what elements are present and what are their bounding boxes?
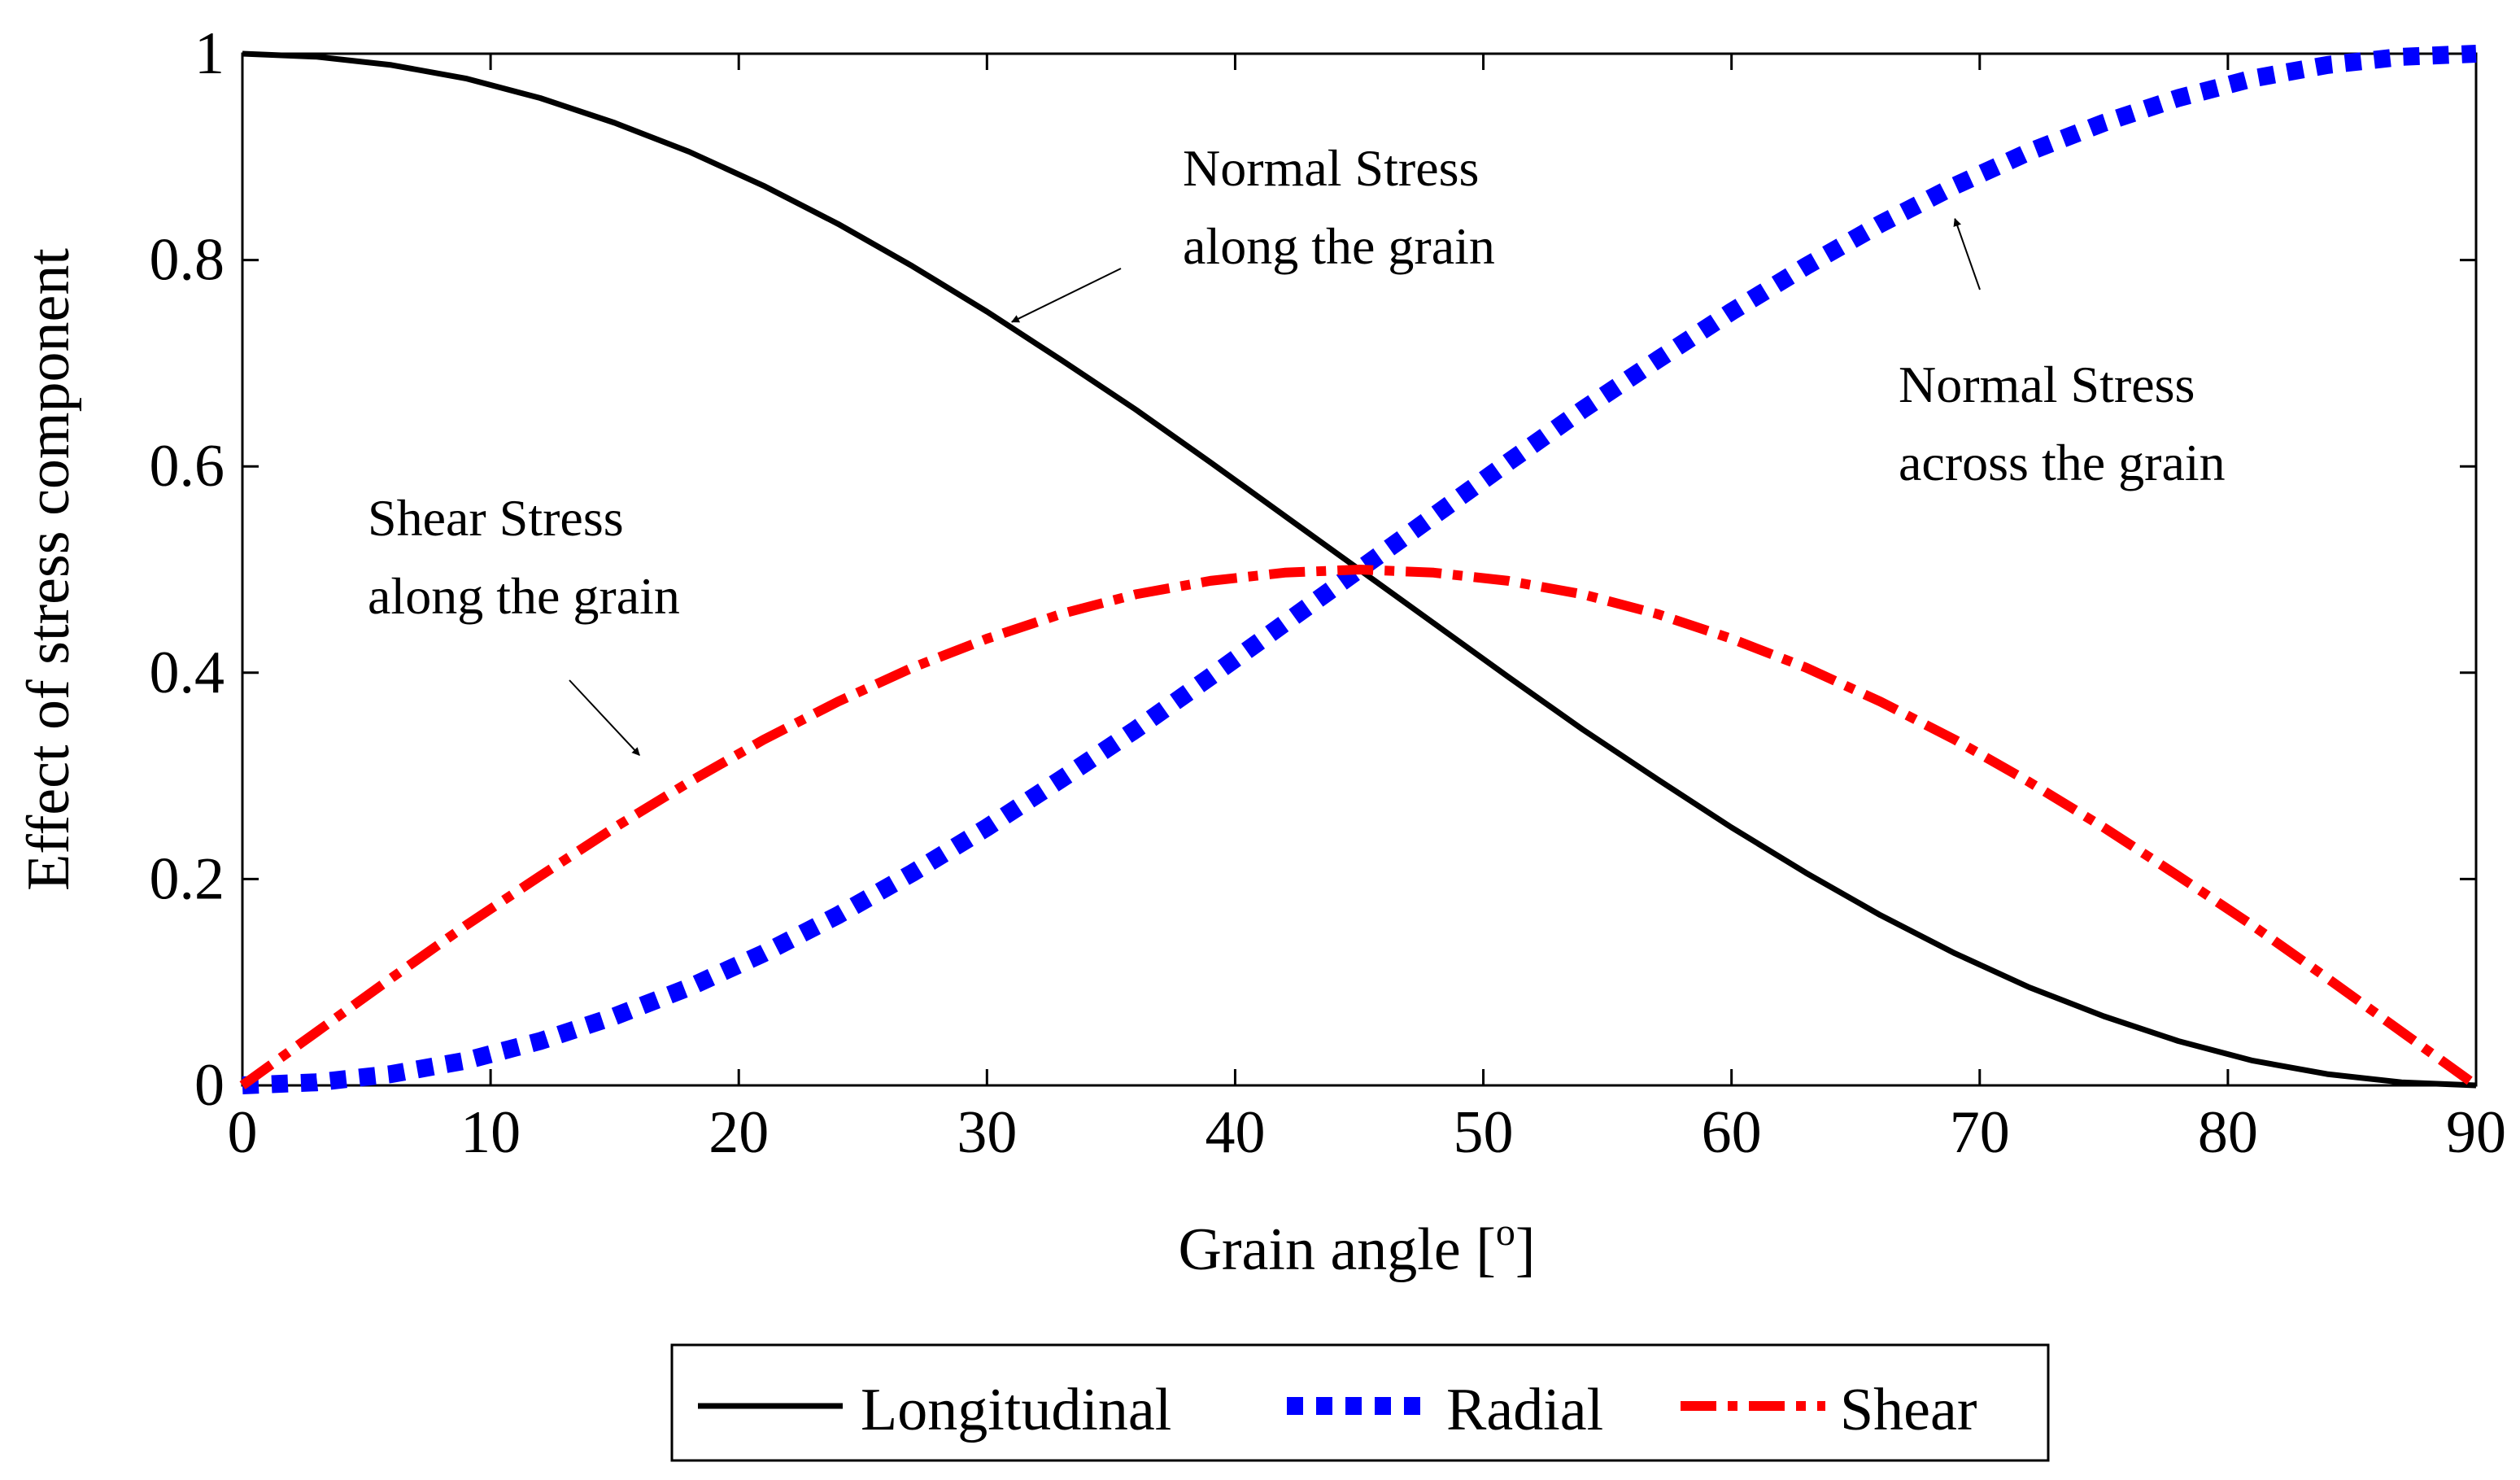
annotation-arrow bbox=[1953, 217, 1981, 290]
x-tick-label: 30 bbox=[957, 1099, 1017, 1166]
y-axis-label: Effect of stress component bbox=[15, 248, 82, 891]
annotation-layer: Normal Stress along the grain Normal Stres… bbox=[368, 139, 2226, 756]
y-tick-label: 0 bbox=[194, 1052, 225, 1119]
legend-label-radial: Radial bbox=[1446, 1377, 1603, 1443]
series-line-shear bbox=[239, 565, 2479, 1089]
x-axis-label-superscript: o bbox=[1496, 1211, 1515, 1254]
x-tick-label: 80 bbox=[2198, 1099, 2258, 1166]
x-axis-label: Grain angle [o] bbox=[1178, 1211, 1535, 1283]
x-axis-label-text: Grain angle [ bbox=[1178, 1216, 1495, 1283]
y-tick-label: 0.8 bbox=[150, 227, 225, 294]
annotation-text: Normal Stress bbox=[1899, 356, 2195, 413]
y-tick-label: 1 bbox=[194, 20, 225, 87]
y-tick-label: 0.4 bbox=[150, 640, 225, 706]
annotation-text: across the grain bbox=[1899, 434, 2226, 491]
annotation-arrow bbox=[569, 679, 640, 756]
x-axis-label-close: ] bbox=[1515, 1216, 1536, 1283]
legend-label-longitudinal: Longitudinal bbox=[861, 1377, 1171, 1443]
legend-label-shear: Shear bbox=[1840, 1377, 1977, 1443]
x-tick-label: 90 bbox=[2446, 1099, 2506, 1166]
x-tick-label: 70 bbox=[1950, 1099, 2010, 1166]
annotation-text: along the grain bbox=[368, 567, 680, 625]
annotation-text: Normal Stress bbox=[1183, 139, 1479, 197]
x-tick-label: 10 bbox=[460, 1099, 521, 1166]
annotation-text: Shear Stress bbox=[368, 489, 624, 547]
legend: Longitudinal Radial Shear bbox=[670, 1343, 2050, 1462]
x-tick-label: 60 bbox=[1702, 1099, 1762, 1166]
y-tick-label: 0.6 bbox=[150, 433, 225, 500]
x-tick-label: 40 bbox=[1205, 1099, 1265, 1166]
annotation-arrow bbox=[1010, 268, 1122, 323]
series-line-radial bbox=[242, 45, 2477, 1094]
x-tick-label: 20 bbox=[708, 1099, 769, 1166]
series-layer bbox=[239, 45, 2479, 1094]
annotation-text: along the grain bbox=[1183, 217, 1495, 275]
y-tick-label: 0.2 bbox=[150, 845, 225, 912]
x-tick-label: 0 bbox=[228, 1099, 258, 1166]
x-tick-labels: 0 10 20 30 40 50 60 70 80 90 bbox=[228, 1099, 2507, 1166]
x-tick-label: 50 bbox=[1454, 1099, 1514, 1166]
y-tick-labels: 0 0.2 0.4 0.6 0.8 1 bbox=[150, 20, 225, 1119]
